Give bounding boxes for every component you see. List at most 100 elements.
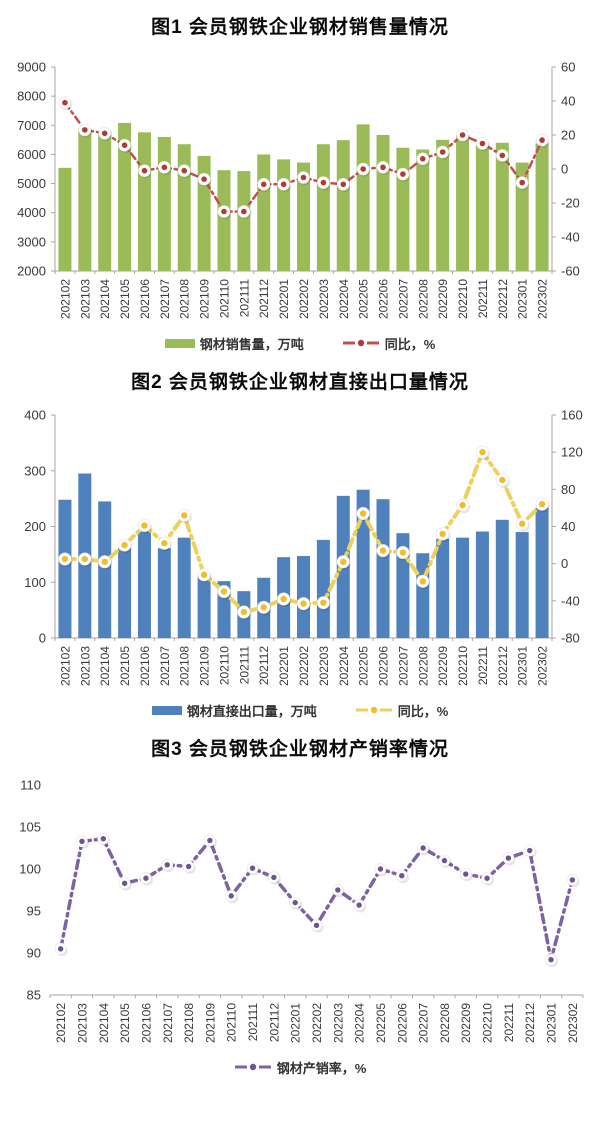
legend-item: 同比，% [355, 701, 448, 720]
bar-202206 [376, 499, 390, 638]
bar-202211 [475, 144, 489, 271]
svg-text:8000: 8000 [17, 89, 46, 104]
svg-text:60: 60 [561, 60, 575, 75]
figure-2: 图2 会员钢铁企业钢材直接出口量情况 0 100 200 300 400 -80 -40 0 4… [0, 367, 600, 720]
bar-202210 [456, 537, 470, 638]
x-axis-labels: 202102 202103 202104 202105 202106 202107 2021… [58, 646, 549, 686]
svg-text:202102: 202102 [54, 1003, 68, 1043]
svg-text:202202: 202202 [297, 646, 311, 686]
svg-text:202105: 202105 [118, 279, 132, 319]
svg-text:202102: 202102 [58, 646, 72, 686]
legend-label: 钢材产销率，% [276, 1060, 367, 1076]
svg-text:202108: 202108 [178, 279, 192, 319]
svg-text:202209: 202209 [436, 279, 450, 319]
svg-text:202103: 202103 [78, 279, 92, 319]
svg-text:-40: -40 [561, 593, 580, 608]
svg-text:202110: 202110 [225, 1003, 239, 1042]
svg-text:202102: 202102 [58, 279, 72, 319]
svg-text:202208: 202208 [416, 646, 430, 686]
chart-1-title: 图1 会员钢铁企业钢材销售量情况 [151, 17, 449, 38]
left-axis: 85 90 95 100 105 110 [19, 778, 41, 1003]
svg-text:202201: 202201 [289, 1003, 303, 1043]
svg-text:202301: 202301 [516, 279, 530, 319]
svg-text:202211: 202211 [476, 646, 490, 685]
svg-text:85: 85 [27, 988, 41, 1003]
svg-text:6000: 6000 [17, 147, 46, 162]
svg-text:95: 95 [27, 904, 41, 919]
svg-text:40: 40 [561, 519, 575, 534]
legend-item: 钢材直接出口量，万吨 [151, 701, 317, 720]
bar-202212 [495, 519, 509, 638]
svg-text:200: 200 [24, 519, 46, 534]
bar-202203 [316, 144, 330, 271]
svg-text:4000: 4000 [17, 205, 46, 220]
svg-text:202207: 202207 [417, 1003, 431, 1043]
svg-text:202111: 202111 [246, 1003, 260, 1042]
bar-series [58, 122, 549, 271]
svg-text:202107: 202107 [158, 646, 172, 686]
svg-text:202209: 202209 [459, 1003, 473, 1043]
svg-text:202109: 202109 [198, 646, 212, 686]
svg-text:202212: 202212 [496, 646, 510, 686]
svg-text:202206: 202206 [395, 1003, 409, 1043]
svg-text:202106: 202106 [138, 279, 152, 319]
legend-item: 钢材产销率，% [234, 1058, 367, 1077]
svg-text:202208: 202208 [438, 1003, 452, 1043]
x-axis [49, 994, 584, 998]
chart-2-legend: 钢材直接出口量，万吨 同比，% [0, 700, 600, 720]
svg-text:202201: 202201 [277, 279, 291, 319]
svg-text:300: 300 [24, 463, 46, 478]
svg-text:7000: 7000 [17, 118, 46, 133]
svg-text:202109: 202109 [198, 279, 212, 319]
figure-3: 图3 会员钢铁企业钢材产销率情况 85 90 95 100 105 110 202102 20… [0, 734, 600, 1077]
bar-202103 [78, 128, 92, 271]
svg-text:202108: 202108 [178, 646, 192, 686]
svg-text:202203: 202203 [331, 1003, 345, 1043]
svg-text:202302: 202302 [536, 646, 550, 686]
left-axis: 2000 3000 4000 5000 6000 7000 8000 9000 [17, 60, 56, 279]
bar-202208 [416, 149, 430, 271]
svg-text:100: 100 [19, 862, 41, 877]
svg-text:202211: 202211 [502, 1003, 516, 1042]
svg-text:202210: 202210 [481, 1003, 495, 1043]
chart-1-legend: 钢材销售量，万吨 同比，% [0, 333, 600, 353]
svg-text:202103: 202103 [78, 646, 92, 686]
bar-202110 [217, 170, 231, 271]
bar-series [58, 473, 549, 638]
svg-text:202112: 202112 [267, 1003, 281, 1042]
legend-line-swatch-icon [342, 339, 379, 347]
svg-text:202112: 202112 [257, 279, 271, 318]
bar-202302 [535, 507, 549, 638]
line-series [58, 445, 550, 620]
bar-202301 [515, 162, 529, 271]
svg-text:80: 80 [561, 482, 575, 497]
figure-1: 图1 会员钢铁企业钢材销售量情况 2000 3000 4000 5000 6000 700… [0, 12, 600, 353]
svg-text:202210: 202210 [456, 646, 470, 686]
svg-text:-40: -40 [561, 230, 580, 245]
bar-202302 [535, 143, 549, 271]
bar-202105 [118, 122, 132, 271]
bar-202104 [98, 131, 112, 271]
bar-202104 [98, 501, 112, 638]
bar-202108 [177, 144, 191, 271]
bar-202202 [297, 162, 310, 271]
chart-3-legend: 钢材产销率，% [0, 1057, 600, 1077]
svg-text:2000: 2000 [17, 264, 46, 279]
bar-202102 [58, 499, 72, 638]
svg-text:202103: 202103 [75, 1003, 89, 1043]
bar-202206 [376, 134, 390, 271]
svg-text:202203: 202203 [317, 279, 331, 319]
svg-text:-20: -20 [561, 196, 580, 211]
svg-text:202211: 202211 [476, 279, 490, 318]
svg-text:202207: 202207 [396, 279, 410, 319]
svg-text:202108: 202108 [182, 1003, 196, 1043]
line-series [58, 96, 550, 220]
svg-text:202105: 202105 [118, 646, 132, 686]
left-axis: 0 100 200 300 400 [24, 408, 56, 646]
chart-1-plot: 2000 3000 4000 5000 6000 7000 8000 9000 -60 -40 -2… [17, 60, 580, 320]
bar-202209 [436, 538, 450, 638]
bar-202108 [177, 537, 191, 638]
bar-202102 [58, 167, 72, 271]
svg-text:20: 20 [561, 128, 575, 143]
